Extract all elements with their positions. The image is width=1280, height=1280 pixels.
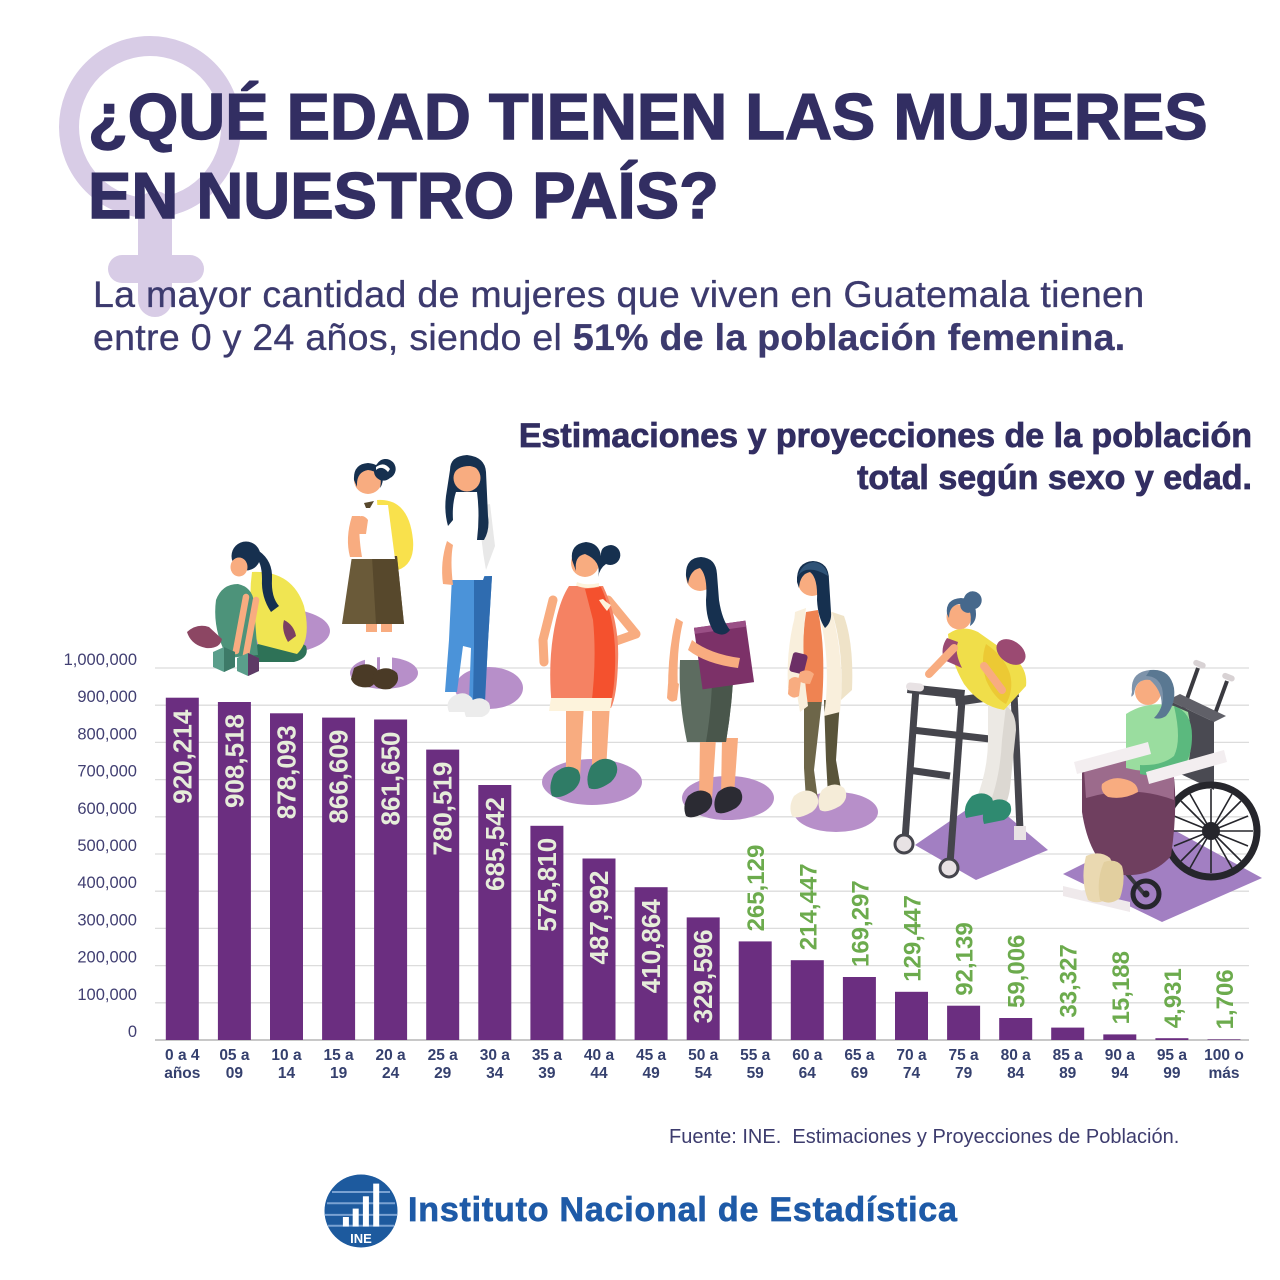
svg-text:40 a: 40 a [584,1047,615,1064]
svg-text:169,297: 169,297 [847,880,874,967]
svg-text:878,093: 878,093 [272,725,302,819]
svg-text:entre 0 y 24 años, siendo el 5: entre 0 y 24 años, siendo el 51% de la p… [93,316,1125,358]
svg-text:0 a 4: 0 a 4 [165,1047,200,1064]
svg-text:1,000,000: 1,000,000 [64,651,137,669]
svg-text:89: 89 [1059,1065,1077,1082]
svg-text:214,447: 214,447 [795,863,822,950]
svg-text:94: 94 [1111,1065,1129,1082]
svg-text:84: 84 [1007,1065,1025,1082]
svg-text:33,327: 33,327 [1056,944,1083,1017]
svg-text:35 a: 35 a [532,1047,563,1064]
svg-text:500,000: 500,000 [77,837,137,855]
svg-text:861,650: 861,650 [376,732,406,826]
svg-text:54: 54 [695,1065,713,1082]
svg-text:85 a: 85 a [1053,1047,1084,1064]
svg-text:50 a: 50 a [688,1047,719,1064]
svg-text:400,000: 400,000 [77,874,137,892]
svg-text:265,129: 265,129 [743,845,770,932]
svg-text:45 a: 45 a [636,1047,667,1064]
svg-text:Fuente: INE. Estimaciones y P: Fuente: INE. Estimaciones y Proyecciones… [669,1126,1179,1148]
svg-text:10 a: 10 a [271,1047,302,1064]
svg-text:75 a: 75 a [949,1047,980,1064]
svg-text:95 a: 95 a [1157,1047,1188,1064]
svg-text:780,519: 780,519 [428,762,458,856]
svg-text:Estimaciones y proyecciones de: Estimaciones y proyecciones de la poblac… [519,417,1252,455]
svg-text:más: más [1208,1065,1239,1082]
svg-text:34: 34 [486,1065,504,1082]
svg-text:49: 49 [642,1065,660,1082]
svg-text:800,000: 800,000 [77,725,137,743]
svg-text:300,000: 300,000 [77,911,137,929]
svg-text:69: 69 [851,1065,869,1082]
svg-text:200,000: 200,000 [77,949,137,967]
svg-text:Instituto Nacional de Estadíst: Instituto Nacional de Estadística [408,1191,958,1229]
svg-text:70 a: 70 a [896,1047,927,1064]
svg-text:0: 0 [128,1023,137,1041]
svg-text:15 a: 15 a [324,1047,355,1064]
svg-text:575,810: 575,810 [532,838,562,932]
svg-text:15,188: 15,188 [1108,951,1135,1024]
svg-text:4,931: 4,931 [1160,968,1187,1028]
svg-text:55 a: 55 a [740,1047,771,1064]
svg-text:80 a: 80 a [1001,1047,1032,1064]
svg-text:La mayor cantidad de mujeres q: La mayor cantidad de mujeres que viven e… [93,273,1144,315]
svg-text:años: años [164,1065,200,1082]
svg-text:487,992: 487,992 [584,871,614,965]
svg-text:20 a: 20 a [376,1047,407,1064]
svg-text:30 a: 30 a [480,1047,511,1064]
svg-text:EN NUESTRO PAÍS?: EN NUESTRO PAÍS? [88,159,719,232]
svg-text:24: 24 [382,1065,400,1082]
svg-text:685,542: 685,542 [480,797,510,891]
svg-text:60 a: 60 a [792,1047,823,1064]
svg-text:INE: INE [350,1231,372,1246]
svg-text:59: 59 [747,1065,765,1082]
svg-text:79: 79 [955,1065,973,1082]
svg-text:410,864: 410,864 [636,899,666,994]
svg-text:74: 74 [903,1065,921,1082]
svg-text:100 o: 100 o [1204,1047,1244,1064]
svg-text:25 a: 25 a [428,1047,459,1064]
svg-text:908,518: 908,518 [219,714,249,808]
svg-text:866,609: 866,609 [324,730,354,824]
svg-text:64: 64 [799,1065,817,1082]
svg-text:59,006: 59,006 [1004,935,1031,1008]
svg-text:19: 19 [330,1065,348,1082]
svg-text:900,000: 900,000 [77,688,137,706]
svg-text:29: 29 [434,1065,452,1082]
svg-text:44: 44 [590,1065,608,1082]
svg-text:¿QUÉ EDAD TIENEN LAS MUJERES: ¿QUÉ EDAD TIENEN LAS MUJERES [88,80,1208,153]
svg-text:92,139: 92,139 [952,922,979,995]
svg-text:99: 99 [1163,1065,1181,1082]
svg-text:90 a: 90 a [1105,1047,1136,1064]
svg-text:920,214: 920,214 [167,709,197,804]
svg-text:09: 09 [226,1065,244,1082]
svg-text:39: 39 [538,1065,556,1082]
svg-text:600,000: 600,000 [77,800,137,818]
svg-text:1,706: 1,706 [1212,969,1239,1029]
svg-text:329,596: 329,596 [688,929,718,1023]
svg-text:65 a: 65 a [844,1047,875,1064]
svg-text:100,000: 100,000 [77,986,137,1004]
svg-text:700,000: 700,000 [77,763,137,781]
svg-text:total según sexo y edad.: total según sexo y edad. [857,459,1252,497]
svg-text:05 a: 05 a [219,1047,250,1064]
svg-text:129,447: 129,447 [900,895,927,982]
svg-text:14: 14 [278,1065,296,1082]
